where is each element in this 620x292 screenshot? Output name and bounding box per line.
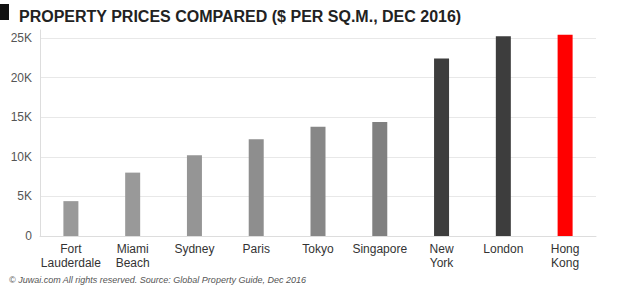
svg-text:York: York: [430, 256, 455, 270]
svg-text:Singapore: Singapore: [352, 242, 407, 256]
svg-text:10K: 10K: [11, 150, 32, 164]
svg-text:Fort: Fort: [60, 242, 82, 256]
svg-text:20K: 20K: [11, 71, 32, 85]
svg-text:25K: 25K: [11, 31, 32, 45]
svg-text:PROPERTY PRICES COMPARED ($ PE: PROPERTY PRICES COMPARED ($ PER SQ.M., D…: [19, 8, 461, 25]
svg-text:Tokyo: Tokyo: [302, 242, 334, 256]
svg-text:London: London: [483, 242, 523, 256]
svg-text:New: New: [430, 242, 454, 256]
svg-text:Hong: Hong: [551, 242, 580, 256]
svg-text:15K: 15K: [11, 110, 32, 124]
svg-text:Lauderdale: Lauderdale: [41, 256, 101, 270]
svg-text:Beach: Beach: [116, 256, 150, 270]
svg-text:Miami: Miami: [117, 242, 149, 256]
svg-text:© Juwai.com All rights reserve: © Juwai.com All rights reserved. Source:…: [9, 275, 306, 285]
svg-text:5K: 5K: [17, 189, 32, 203]
svg-text:Sydney: Sydney: [174, 242, 214, 256]
svg-text:Kong: Kong: [551, 256, 579, 270]
svg-text:Paris: Paris: [243, 242, 270, 256]
svg-text:0: 0: [25, 229, 32, 243]
